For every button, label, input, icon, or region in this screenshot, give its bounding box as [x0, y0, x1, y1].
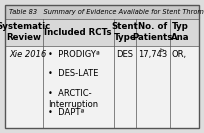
Text: b: b [160, 48, 163, 53]
Text: •  PRODIGYª: • PRODIGYª [48, 50, 100, 59]
Bar [5, 46, 199, 128]
Text: Systematic
Review: Systematic Review [0, 22, 51, 42]
Text: Stent
Type: Stent Type [111, 22, 138, 42]
Text: •  DES-LATE: • DES-LATE [48, 69, 98, 78]
Text: Included RCTs: Included RCTs [44, 28, 112, 37]
Text: Table 83   Summary of Evidence Available for Stent Thrombosis Among Patients Wit: Table 83 Summary of Evidence Available f… [9, 9, 204, 15]
Bar [5, 5, 199, 19]
Text: DES: DES [116, 50, 133, 59]
Text: •  DAPTª: • DAPTª [48, 108, 84, 117]
Text: •  ARCTIC-
Interruption: • ARCTIC- Interruption [48, 89, 98, 109]
Text: Typ
Ana: Typ Ana [171, 22, 190, 42]
Bar [5, 19, 199, 46]
Text: No. of
Patients: No. of Patients [133, 22, 173, 42]
Text: 17,743: 17,743 [138, 50, 167, 59]
Text: OR,: OR, [172, 50, 187, 59]
Text: Xie 2016: Xie 2016 [9, 50, 46, 59]
